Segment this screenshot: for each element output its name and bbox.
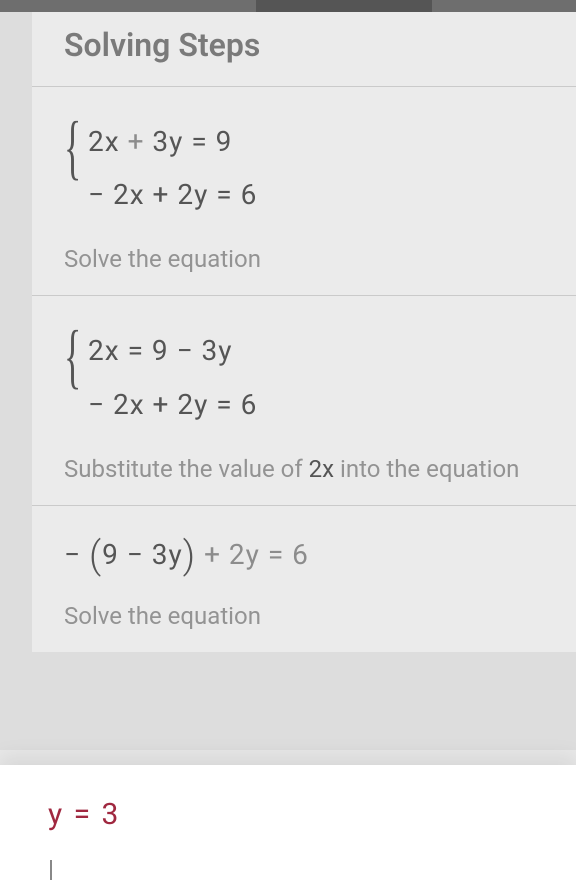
result-equation: y = 3 <box>48 797 528 832</box>
section-header: Solving Steps <box>32 12 576 87</box>
equation-line: 2x + 3y = 9 <box>88 115 544 168</box>
content-container: Solving Steps { 2x + 3y = 9 − 2x + 2y = … <box>32 12 576 652</box>
cursor-icon <box>50 860 52 880</box>
step-description: Solve the equation <box>64 245 544 273</box>
page-title: Solving Steps <box>64 26 544 64</box>
equation-system: { 2x + 3y = 9 − 2x + 2y = 6 <box>64 115 544 221</box>
step-card-3[interactable]: − (9 − 3y) + 2y = 6 Solve the equation <box>32 506 576 652</box>
equation-system: { 2x = 9 − 3y − 2x + 2y = 6 <box>64 324 544 430</box>
brace-icon: { <box>64 320 81 392</box>
equation-line: 2x = 9 − 3y <box>88 324 544 377</box>
top-bar-indicator <box>256 0 432 12</box>
equation-line: − 2x + 2y = 6 <box>88 168 544 221</box>
step-description: Solve the equation <box>64 602 544 630</box>
step-description: Substitute the value of 2x into the equa… <box>64 455 544 483</box>
result-panel: y = 3 <box>0 765 576 896</box>
equation-line: − (9 − 3y) + 2y = 6 <box>64 534 544 578</box>
equation-line: − 2x + 2y = 6 <box>88 378 544 431</box>
step-card-2[interactable]: { 2x = 9 − 3y − 2x + 2y = 6 Substitute t… <box>32 296 576 505</box>
brace-icon: { <box>64 111 81 183</box>
top-bar <box>0 0 576 12</box>
step-card-1[interactable]: { 2x + 3y = 9 − 2x + 2y = 6 Solve the eq… <box>32 87 576 296</box>
